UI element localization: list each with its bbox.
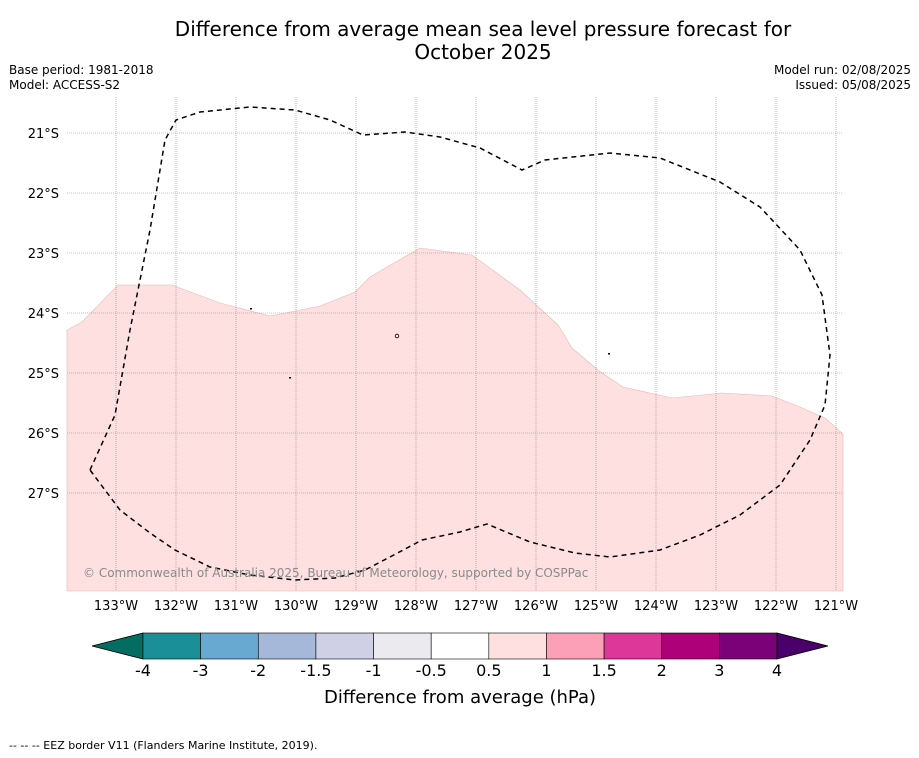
colorbar-tick-label: -1 bbox=[366, 661, 382, 680]
island-speck bbox=[289, 377, 291, 379]
lon-label: 124°W bbox=[634, 599, 678, 614]
colorbar-tick-label: 1 bbox=[541, 661, 551, 680]
model-run-text: Model run: 02/08/2025 bbox=[773, 63, 911, 77]
lat-label: 24°S bbox=[28, 307, 59, 322]
lon-label: 132°W bbox=[154, 599, 198, 614]
colorbar-bin bbox=[546, 632, 605, 660]
colorbar-ticks: -4 -3 -2 -1.5 -1 -0.5 0.5 1 1.5 2 3 4 bbox=[135, 661, 782, 680]
title-line-2: October 2025 bbox=[414, 40, 552, 64]
model-text: Model: ACCESS-S2 bbox=[9, 78, 121, 92]
colorbar-bins bbox=[142, 632, 778, 660]
lat-label: 27°S bbox=[28, 487, 59, 502]
colorbar-bin bbox=[142, 632, 201, 660]
colorbar-bin bbox=[661, 632, 720, 660]
meta-left: Base period: 1981-2018 Model: ACCESS-S2 bbox=[9, 63, 154, 93]
lon-label: 123°W bbox=[694, 599, 738, 614]
eez-border bbox=[89, 106, 831, 581]
map-title: Difference from average mean sea level p… bbox=[0, 18, 919, 64]
lat-label: 25°S bbox=[28, 367, 59, 382]
colorbar-tick-label: 3 bbox=[714, 661, 724, 680]
map-panel: © Commonwealth of Australia 2025, Bureau… bbox=[66, 97, 844, 592]
colorbar-bin bbox=[315, 632, 374, 660]
colorbar-bin bbox=[373, 632, 432, 660]
colorbar-bin bbox=[603, 632, 663, 660]
lat-label: 26°S bbox=[28, 427, 59, 442]
colorbar-tick-label: 0.5 bbox=[476, 661, 501, 680]
graticule bbox=[67, 97, 843, 591]
lat-label: 21°S bbox=[28, 127, 59, 142]
lon-label: 128°W bbox=[394, 599, 438, 614]
longitude-labels: 133°W 132°W 131°W 130°W 129°W 128°W 127°… bbox=[94, 599, 858, 614]
colorbar-bin bbox=[430, 632, 490, 660]
colorbar-tick-label: -0.5 bbox=[416, 661, 447, 680]
lon-label: 129°W bbox=[334, 599, 378, 614]
copyright-text: © Commonwealth of Australia 2025, Bureau… bbox=[83, 566, 588, 580]
colorbar-bin bbox=[488, 632, 547, 660]
colorbar-high-extend bbox=[776, 632, 829, 660]
colorbar-tick-label: -4 bbox=[135, 661, 151, 680]
lon-label: 127°W bbox=[454, 599, 498, 614]
lat-label: 22°S bbox=[28, 187, 59, 202]
lon-label: 125°W bbox=[574, 599, 618, 614]
lon-label: 122°W bbox=[754, 599, 798, 614]
lat-label: 23°S bbox=[28, 247, 59, 262]
eez-footer-note: -- -- -- EEZ border V11 (Flanders Marine… bbox=[9, 739, 318, 752]
base-period-text: Base period: 1981-2018 bbox=[9, 63, 154, 77]
colorbar-tick-label: -2 bbox=[250, 661, 266, 680]
colorbar-tick-label: -3 bbox=[193, 661, 209, 680]
colorbar-low-extend bbox=[91, 632, 144, 660]
lon-label: 133°W bbox=[94, 599, 138, 614]
island-speck bbox=[250, 308, 252, 310]
colorbar-label: Difference from average (hPa) bbox=[324, 687, 596, 708]
latitude-labels: 21°S 22°S 23°S 24°S 25°S 26°S 27°S bbox=[28, 127, 59, 502]
meta-right: Model run: 02/08/2025 Issued: 05/08/2025 bbox=[774, 63, 911, 93]
colorbar-tick-label: -1.5 bbox=[300, 661, 331, 680]
colorbar: -4 -3 -2 -1.5 -1 -0.5 0.5 1 1.5 2 3 4 Difference fr… bbox=[91, 632, 829, 708]
anomaly-region bbox=[66, 247, 844, 592]
colorbar-bin bbox=[200, 632, 259, 660]
colorbar-bin bbox=[257, 632, 317, 660]
lon-label: 130°W bbox=[274, 599, 318, 614]
colorbar-bin bbox=[719, 632, 778, 660]
issued-text: Issued: 05/08/2025 bbox=[795, 78, 911, 92]
title-line-1: Difference from average mean sea level p… bbox=[174, 17, 792, 41]
colorbar-tick-label: 1.5 bbox=[591, 661, 616, 680]
colorbar-tick-label: 2 bbox=[657, 661, 667, 680]
island-speck bbox=[394, 333, 400, 339]
lon-label: 121°W bbox=[814, 599, 858, 614]
colorbar-tick-label: 4 bbox=[772, 661, 782, 680]
lon-label: 126°W bbox=[514, 599, 558, 614]
island-speck bbox=[608, 353, 610, 355]
lon-label: 131°W bbox=[214, 599, 258, 614]
